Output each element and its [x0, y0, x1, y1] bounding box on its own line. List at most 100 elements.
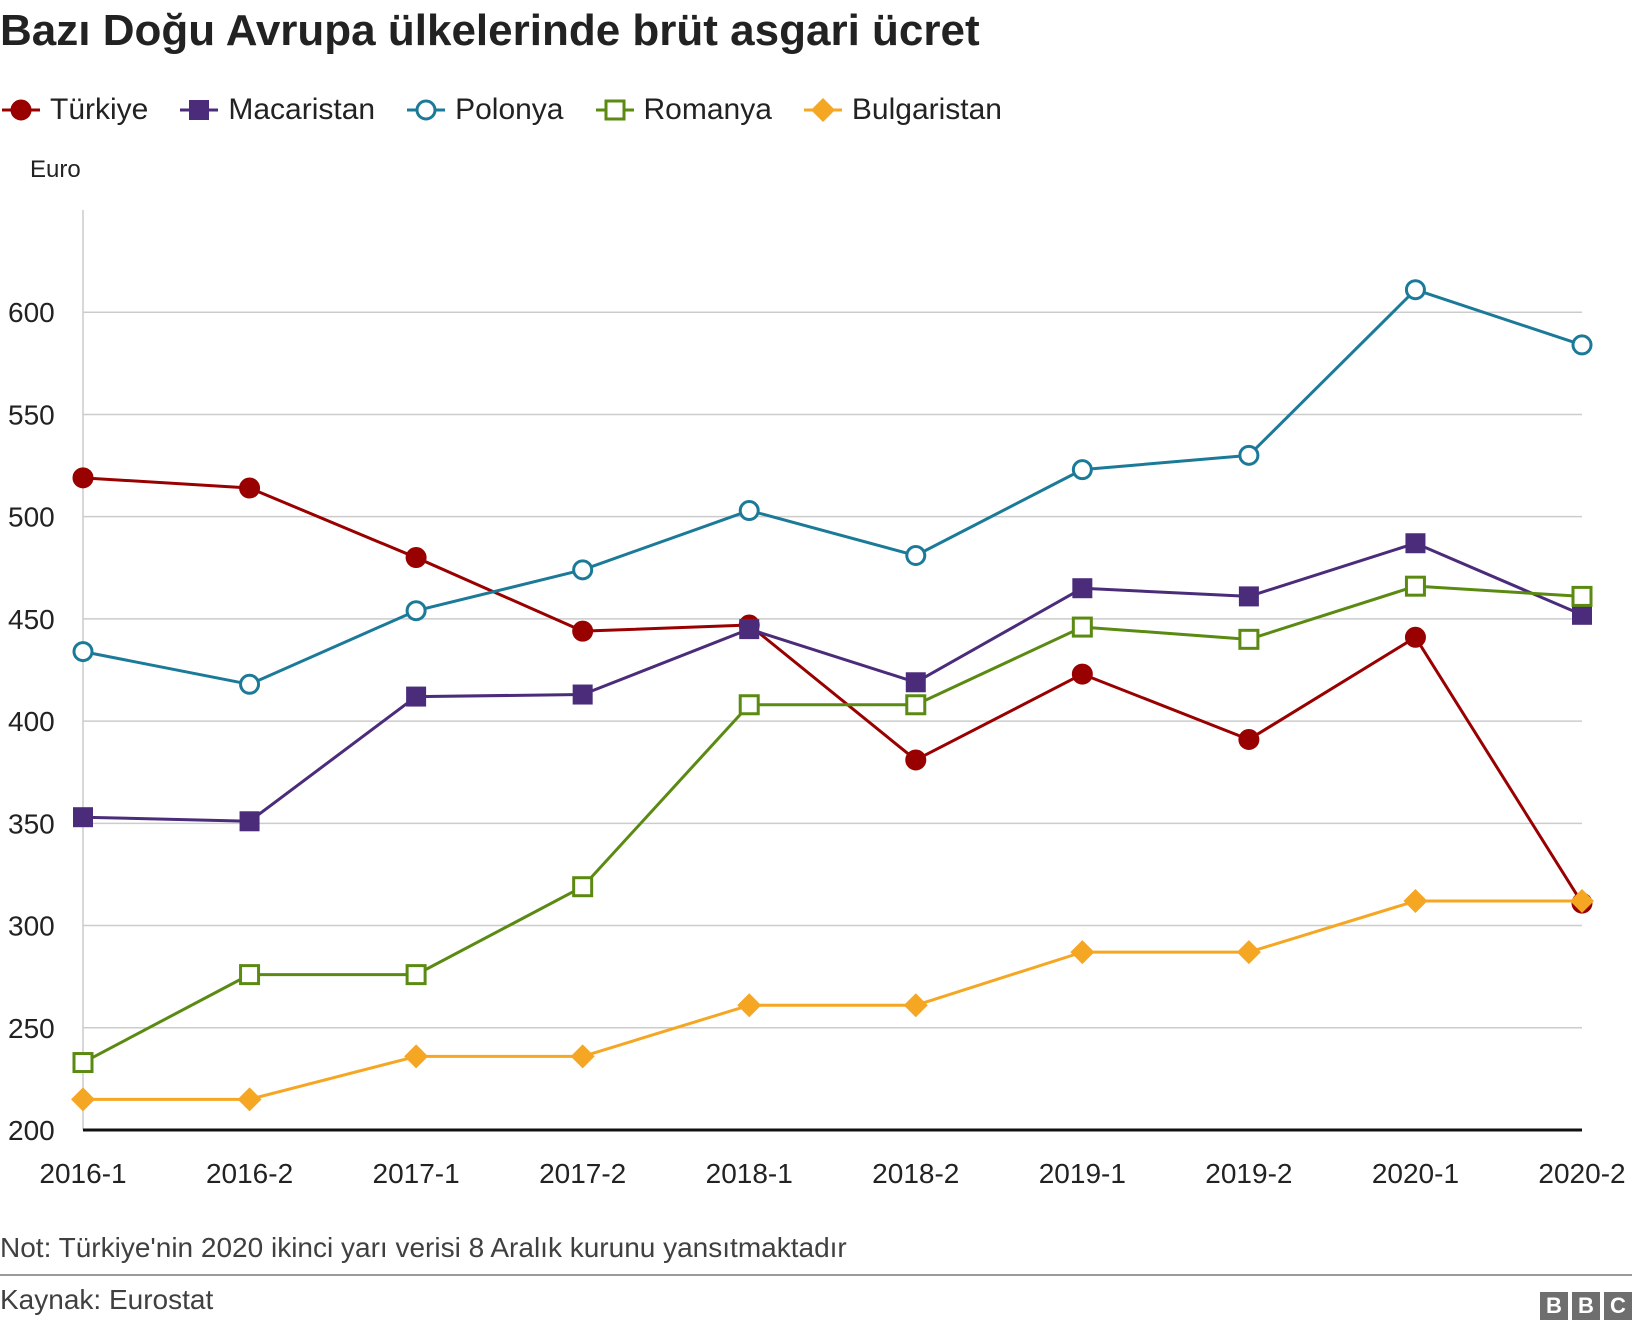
data-point-marker [572, 876, 594, 898]
legend-marker-icon [2, 99, 40, 121]
data-point-marker [1404, 626, 1426, 648]
data-point-marker [1236, 940, 1261, 965]
chart-source: Kaynak: Eurostat [0, 1284, 214, 1315]
data-point-marker [1238, 586, 1259, 607]
data-point-marker [1403, 889, 1428, 914]
data-point-marker [415, 99, 437, 121]
legend-item: Macaristan [178, 93, 375, 127]
legend-item: Polonya [405, 93, 564, 127]
data-point-marker [405, 547, 427, 569]
data-point-marker [72, 467, 94, 489]
x-tick-label: 2019-1 [1039, 1158, 1126, 1189]
x-tick-label: 2017-2 [539, 1158, 626, 1189]
bbc-logo: B B C [1536, 1292, 1632, 1320]
data-point-marker [738, 500, 760, 522]
y-tick-label: 450 [8, 604, 55, 635]
y-tick-label: 550 [8, 399, 55, 430]
y-tick-label: 400 [8, 706, 55, 737]
data-point-marker [1570, 889, 1594, 914]
data-point-marker [572, 684, 593, 705]
data-point-marker [72, 641, 94, 663]
data-point-marker [404, 1044, 429, 1069]
data-point-marker [739, 619, 760, 640]
footer-divider [0, 1274, 1632, 1276]
data-point-marker [405, 600, 427, 622]
x-tick-label: 2016-2 [206, 1158, 293, 1189]
data-point-marker [1071, 459, 1093, 481]
data-point-marker [1572, 604, 1592, 625]
y-tick-label: 350 [8, 808, 55, 839]
data-point-marker [237, 1087, 262, 1112]
data-point-marker [570, 1044, 595, 1069]
x-tick-label: 2018-1 [706, 1158, 793, 1189]
x-tick-label: 2017-1 [373, 1158, 460, 1189]
data-point-marker [239, 673, 261, 695]
series-line-t-rkiye [82, 476, 1584, 904]
y-tick-label: 200 [8, 1115, 55, 1146]
data-point-marker [572, 620, 594, 642]
bbc-logo-letter: C [1604, 1292, 1632, 1320]
legend-label: Macaristan [228, 93, 376, 126]
data-point-marker [1238, 628, 1260, 650]
x-tick-label: 2016-1 [39, 1158, 126, 1189]
data-point-marker [1238, 729, 1260, 751]
legend-marker-icon [180, 100, 219, 120]
data-point-marker [189, 100, 210, 120]
chart-note: Not: Türkiye'nin 2020 ikinci yarı verisi… [0, 1232, 847, 1263]
series-line-polonya [82, 288, 1583, 686]
data-point-marker [1071, 616, 1093, 638]
y-axis-unit-label: Euro [30, 156, 81, 183]
y-tick-label: 300 [8, 911, 55, 942]
data-point-marker [239, 964, 261, 986]
data-point-marker [71, 1087, 95, 1112]
data-point-marker [72, 1052, 94, 1074]
chart-legend: Türkiye Macaristan Polonya Romanya Bulgarist… [0, 88, 1032, 132]
data-point-marker [604, 99, 625, 121]
data-point-marker [405, 964, 427, 986]
data-point-marker [239, 477, 261, 499]
data-point-marker [406, 686, 427, 707]
y-tick-label: 250 [8, 1013, 55, 1044]
data-point-marker [10, 99, 32, 121]
data-point-marker [572, 559, 594, 581]
x-tick-label: 2019-2 [1205, 1158, 1292, 1189]
data-point-marker [1405, 533, 1426, 554]
y-tick-label: 600 [8, 297, 55, 328]
data-point-marker [1404, 279, 1426, 301]
chart-title: Bazı Doğu Avrupa ülkelerinde brüt asgari… [0, 6, 980, 55]
series-line-bulgaristan [83, 899, 1582, 1101]
data-point-marker [1238, 444, 1260, 466]
legend-label: Türkiye [50, 93, 149, 126]
legend-label: Polonya [455, 93, 564, 126]
legend-marker-icon [595, 99, 634, 121]
legend-marker-icon [803, 98, 842, 122]
data-point-marker [738, 694, 760, 716]
data-point-marker [1072, 578, 1093, 599]
legend-item: Romanya [594, 93, 772, 127]
bbc-logo-letter: B [1540, 1292, 1568, 1320]
legend-item: Bulgaristan [802, 93, 1002, 127]
data-point-marker [905, 545, 927, 567]
data-point-marker [1571, 334, 1593, 356]
y-tick-label: 500 [8, 502, 55, 533]
data-point-marker [810, 98, 835, 122]
x-tick-label: 2018-2 [872, 1158, 959, 1189]
data-point-marker [905, 694, 927, 716]
x-tick-label: 2020-1 [1372, 1158, 1459, 1189]
data-point-marker [905, 672, 926, 693]
data-point-marker [73, 807, 93, 828]
data-point-marker [905, 749, 927, 771]
data-point-marker [1571, 585, 1593, 607]
data-point-marker [1071, 663, 1093, 685]
legend-marker-icon [407, 99, 446, 121]
legend-label: Romanya [643, 93, 772, 126]
bbc-logo-letter: B [1572, 1292, 1600, 1320]
data-point-marker [239, 811, 260, 832]
data-point-marker [903, 993, 928, 1018]
data-point-marker [737, 993, 762, 1018]
data-point-marker [1404, 575, 1426, 597]
legend-item: Türkiye [0, 93, 148, 127]
data-point-marker [1070, 940, 1095, 965]
x-tick-label: 2020-2 [1538, 1158, 1625, 1189]
series-line-macaristan [82, 541, 1583, 823]
